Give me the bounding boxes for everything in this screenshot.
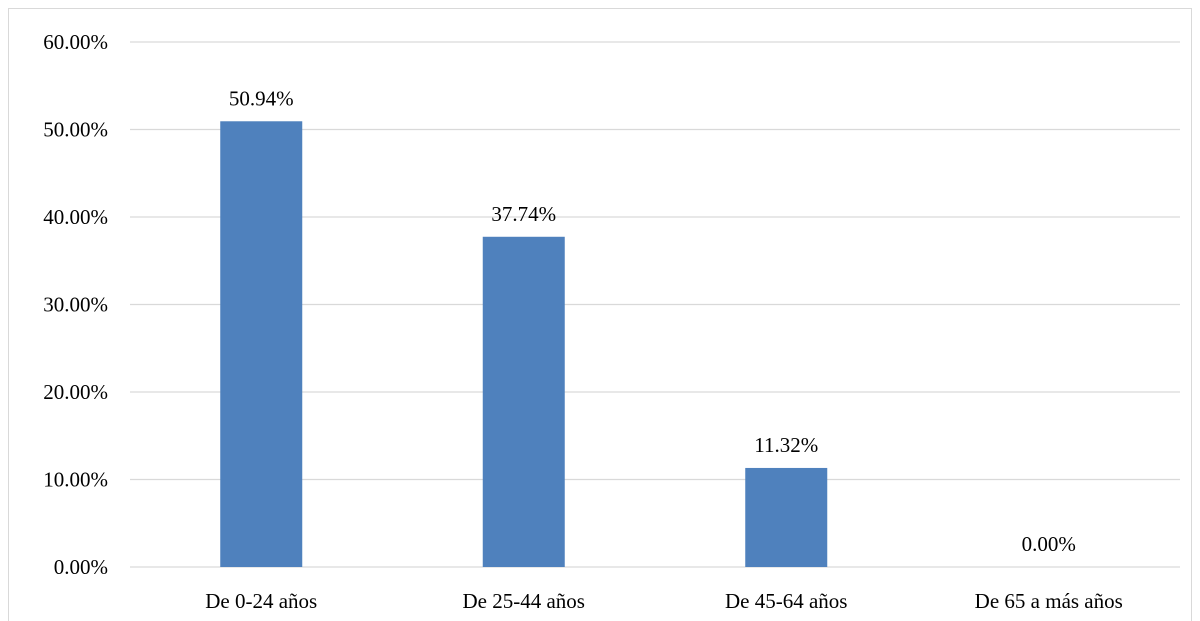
data-labels: 50.94% 37.74% 11.32% 0.00% — [229, 86, 1076, 556]
bar — [220, 121, 303, 568]
bars — [220, 121, 828, 568]
bar — [745, 467, 828, 567]
y-tick-label: 60.00% — [43, 30, 108, 54]
x-category-label: De 65 a más años — [975, 589, 1123, 613]
gridlines — [130, 41, 1180, 568]
bar — [482, 236, 565, 567]
chart-area — [8, 8, 1192, 621]
y-tick-label: 20.00% — [43, 380, 108, 404]
data-label: 37.74% — [491, 202, 556, 226]
x-category-label: De 45-64 años — [725, 589, 847, 613]
x-category-label: De 0-24 años — [205, 589, 317, 613]
y-tick-label: 0.00% — [54, 555, 108, 579]
x-axis-category-labels: De 0-24 años De 25-44 años De 45-64 años De… — [205, 589, 1123, 613]
data-label: 50.94% — [229, 86, 294, 110]
data-label: 0.00% — [1022, 532, 1076, 556]
y-tick-label: 10.00% — [43, 468, 108, 492]
y-tick-label: 40.00% — [43, 205, 108, 229]
y-tick-label: 50.00% — [43, 118, 108, 142]
y-tick-label: 30.00% — [43, 293, 108, 317]
x-category-label: De 25-44 años — [463, 589, 585, 613]
y-axis-tick-labels: 0.00% 10.00% 20.00% 30.00% 40.00% 50.00% 60.00… — [43, 30, 108, 579]
data-label: 11.32% — [754, 433, 818, 457]
